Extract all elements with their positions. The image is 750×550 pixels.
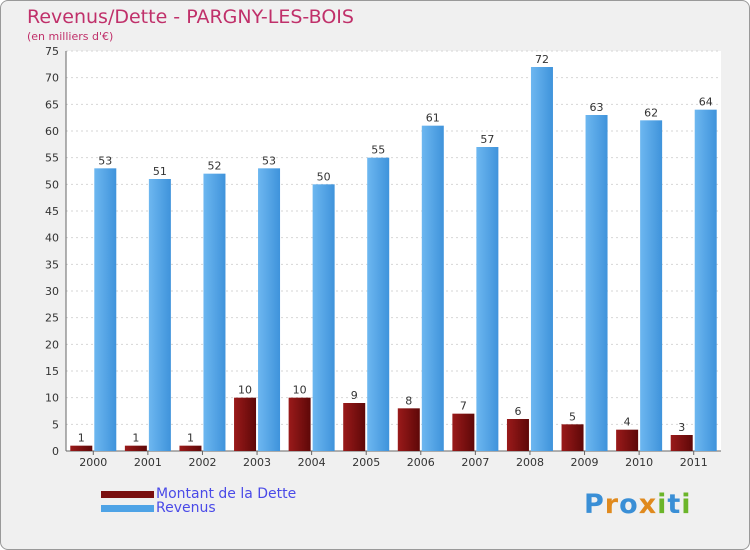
y-tick-label: 5 xyxy=(52,418,59,431)
y-tick-label: 20 xyxy=(45,338,59,351)
bar-revenus xyxy=(312,184,335,452)
x-tick-label: 2000 xyxy=(79,456,107,469)
data-label-dette: 6 xyxy=(514,405,521,418)
logo-letter: o xyxy=(619,489,639,520)
logo-letter: t xyxy=(667,489,682,520)
y-tick-label: 45 xyxy=(45,205,59,218)
bar-dette xyxy=(234,397,257,451)
data-label-dette: 1 xyxy=(78,432,85,445)
data-label-dette: 1 xyxy=(187,432,194,445)
y-tick-label: 30 xyxy=(45,285,59,298)
data-label-revenus: 64 xyxy=(699,96,713,109)
proxiti-logo: Proxiti xyxy=(584,489,692,520)
chart-subtitle: (en milliers d'€) xyxy=(27,30,114,43)
y-tick-label: 10 xyxy=(45,392,59,405)
bar-dette xyxy=(288,397,311,451)
y-tick-label: 55 xyxy=(45,152,59,165)
bar-revenus xyxy=(94,168,117,452)
y-tick-label: 0 xyxy=(52,445,59,458)
y-tick-label: 60 xyxy=(45,125,59,138)
data-label-dette: 5 xyxy=(569,410,576,423)
bar-revenus xyxy=(476,147,499,451)
data-label-revenus: 61 xyxy=(426,112,440,125)
y-tick-label: 75 xyxy=(45,45,59,58)
bar-revenus xyxy=(367,157,390,451)
bar-dette xyxy=(561,424,584,451)
y-tick-label: 50 xyxy=(45,178,59,191)
x-tick-label: 2005 xyxy=(352,456,380,469)
data-label-revenus: 52 xyxy=(207,160,221,173)
x-tick-label: 2002 xyxy=(188,456,216,469)
bar-revenus xyxy=(530,67,553,451)
legend-item-revenus: Revenus xyxy=(101,500,216,516)
data-label-dette: 10 xyxy=(293,384,307,397)
x-tick-label: 2008 xyxy=(516,456,544,469)
logo-letter: i xyxy=(657,489,668,520)
bar-revenus xyxy=(421,125,444,452)
data-label-revenus: 50 xyxy=(317,170,331,183)
y-tick-label: 40 xyxy=(45,232,59,245)
data-label-revenus: 53 xyxy=(262,154,276,167)
bar-dette xyxy=(70,445,93,451)
y-tick-label: 70 xyxy=(45,72,59,85)
x-tick-label: 2001 xyxy=(134,456,162,469)
data-label-revenus: 72 xyxy=(535,53,549,66)
data-label-dette: 7 xyxy=(460,400,467,413)
plot-area xyxy=(66,51,721,451)
bar-dette xyxy=(124,445,147,451)
x-tick-label: 2004 xyxy=(298,456,326,469)
x-tick-label: 2011 xyxy=(680,456,708,469)
x-tick-label: 2003 xyxy=(243,456,271,469)
bar-dette xyxy=(670,435,693,451)
data-label-dette: 8 xyxy=(405,394,412,407)
data-label-revenus: 63 xyxy=(590,101,604,114)
bar-dette xyxy=(452,413,475,451)
bar-revenus xyxy=(258,168,281,452)
x-tick-label: 2007 xyxy=(461,456,489,469)
data-label-revenus: 55 xyxy=(371,144,385,157)
data-label-dette: 4 xyxy=(624,416,631,429)
data-label-revenus: 62 xyxy=(644,106,658,119)
logo-letter: P xyxy=(584,489,605,520)
x-tick-label: 2010 xyxy=(625,456,653,469)
data-label-dette: 3 xyxy=(678,421,685,434)
legend-swatch-dette xyxy=(101,490,154,498)
bar-dette xyxy=(616,429,639,451)
logo-letter: r xyxy=(604,489,620,520)
logo-letter: x xyxy=(638,489,658,520)
bar-dette xyxy=(397,408,420,451)
y-tick-label: 35 xyxy=(45,258,59,271)
bar-dette xyxy=(343,403,366,451)
y-tick-label: 25 xyxy=(45,312,59,325)
bar-revenus xyxy=(203,173,226,451)
logo-letter: i xyxy=(681,489,692,520)
bar-revenus xyxy=(148,179,171,451)
x-tick-label: 2009 xyxy=(571,456,599,469)
data-label-dette: 10 xyxy=(238,384,252,397)
data-label-dette: 9 xyxy=(351,389,358,402)
data-label-revenus: 51 xyxy=(153,165,167,178)
data-label-dette: 1 xyxy=(132,432,139,445)
legend-swatch-revenus xyxy=(101,504,154,512)
data-label-revenus: 53 xyxy=(98,154,112,167)
bar-revenus xyxy=(640,120,663,451)
chart-title: Revenus/Dette - PARGNY-LES-BOIS xyxy=(27,6,354,28)
legend-label-revenus: Revenus xyxy=(156,500,216,516)
y-tick-label: 15 xyxy=(45,365,59,378)
bar-dette xyxy=(506,419,529,451)
y-tick-label: 65 xyxy=(45,98,59,111)
x-tick-label: 2006 xyxy=(407,456,435,469)
bar-dette xyxy=(179,445,202,451)
legend-item-dette: Montant de la Dette xyxy=(101,486,296,502)
data-label-revenus: 57 xyxy=(480,133,494,146)
bar-revenus xyxy=(694,109,717,452)
bar-revenus xyxy=(585,115,608,451)
legend-label-dette: Montant de la Dette xyxy=(156,486,297,502)
